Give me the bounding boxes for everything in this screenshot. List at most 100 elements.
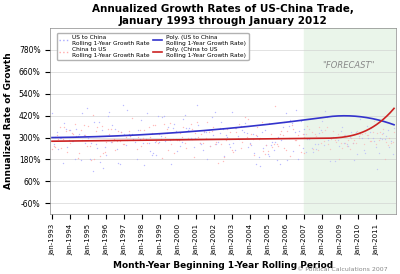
Point [106,110,112,114]
Point [213,140,220,144]
Point [280,125,286,130]
Point [212,142,218,146]
Point [312,142,318,146]
Point [283,110,289,115]
Point [310,150,316,154]
Point [84,144,90,148]
Point [156,132,162,137]
Point [257,136,264,141]
Point [348,135,354,140]
Point [213,142,220,146]
Point [141,127,147,132]
Point [147,134,153,139]
Point [350,141,356,145]
Point [268,132,274,136]
Point [185,136,191,140]
Point [201,130,208,134]
Point [198,142,205,147]
Point [391,125,397,130]
Point [127,133,134,138]
Point [203,136,209,140]
Point [271,147,277,152]
Point [178,140,185,144]
Point [111,138,117,142]
Point [340,133,347,138]
Point [59,137,66,141]
Point [91,156,98,161]
Point [371,139,378,143]
Point [73,127,79,132]
Point [228,147,235,152]
Point [260,146,266,150]
Point [158,134,164,138]
Point [100,165,106,170]
Point [252,133,259,137]
Point [96,120,102,124]
Point [325,138,332,142]
Point [316,125,322,130]
Point [248,132,254,136]
Point [115,129,122,133]
Point [289,122,295,127]
Point [383,140,390,144]
Point [272,104,278,109]
Point [368,139,374,143]
Point [269,139,276,144]
Point [135,128,141,132]
Point [150,122,156,127]
Point [274,142,280,146]
Point [114,139,120,143]
Point [319,118,326,123]
Point [210,133,217,138]
Point [180,116,186,121]
Point [287,153,294,158]
Point [370,136,376,140]
Point [281,145,288,150]
Point [312,132,318,136]
Point [240,130,247,135]
Point [290,149,297,153]
Point [345,138,352,142]
Point [254,134,260,138]
Point [314,141,321,146]
Point [92,129,99,133]
Point [79,138,85,142]
Point [250,137,256,142]
Point [275,135,282,139]
Point [74,133,81,138]
Point [180,125,186,129]
Point [263,143,270,147]
Point [207,144,214,148]
Point [138,144,144,148]
Point [72,122,78,126]
Point [67,128,73,132]
Text: © Political Calculations 2007: © Political Calculations 2007 [297,267,388,272]
Point [194,102,200,107]
Point [53,133,60,138]
Point [88,158,94,162]
Point [91,120,98,124]
Point [236,121,242,126]
Point [357,117,364,122]
Point [200,148,206,152]
Point [174,138,180,142]
Point [245,144,251,149]
Point [242,115,248,120]
Point [370,129,376,134]
Point [339,125,345,130]
Point [203,130,209,134]
Point [171,151,178,155]
Point [142,137,149,141]
Point [244,131,250,136]
Point [365,133,371,137]
Point [97,154,104,158]
Point [112,127,118,132]
Point [344,142,350,147]
Point [313,134,320,139]
Point [129,116,135,121]
Point [376,138,382,142]
Point [221,153,227,158]
Point [354,152,361,156]
Point [296,129,303,133]
Point [377,136,384,141]
